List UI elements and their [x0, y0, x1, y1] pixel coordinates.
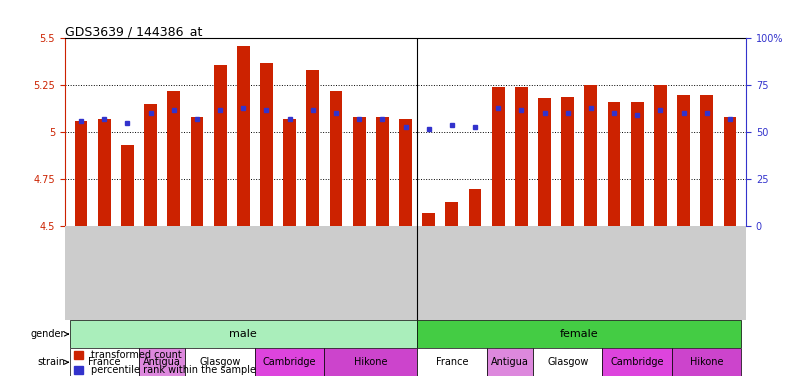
Text: Antigua: Antigua: [491, 357, 529, 367]
Bar: [701, 95, 713, 226]
Bar: [139, 348, 186, 376]
Bar: [214, 65, 226, 226]
Bar: [144, 104, 157, 226]
Bar: [307, 70, 320, 226]
Bar: [191, 117, 204, 226]
Bar: [121, 146, 134, 226]
Bar: [353, 117, 366, 226]
Bar: [237, 46, 250, 226]
Bar: [70, 320, 417, 348]
Bar: [631, 102, 644, 226]
Bar: [283, 119, 296, 226]
Text: gender: gender: [31, 329, 68, 339]
Bar: [417, 348, 487, 376]
Text: Cambridge: Cambridge: [263, 357, 316, 367]
Bar: [167, 91, 180, 226]
Text: Cambridge: Cambridge: [611, 357, 664, 367]
Bar: [186, 348, 255, 376]
Bar: [677, 95, 690, 226]
Bar: [469, 189, 482, 226]
Text: Hikone: Hikone: [354, 357, 388, 367]
Text: female: female: [560, 329, 599, 339]
Bar: [329, 91, 342, 226]
Bar: [376, 117, 388, 226]
Text: strain: strain: [37, 357, 68, 367]
Bar: [654, 85, 667, 226]
Bar: [491, 87, 504, 226]
Bar: [533, 348, 603, 376]
Bar: [324, 348, 417, 376]
Bar: [255, 348, 324, 376]
Text: France: France: [436, 357, 468, 367]
Bar: [723, 117, 736, 226]
Bar: [445, 202, 458, 226]
Bar: [585, 85, 597, 226]
Bar: [70, 348, 139, 376]
Bar: [423, 213, 435, 226]
Text: GDS3639 / 144386_at: GDS3639 / 144386_at: [65, 25, 202, 38]
Bar: [539, 98, 551, 226]
Bar: [515, 87, 528, 226]
Bar: [487, 348, 533, 376]
Bar: [603, 348, 672, 376]
Text: France: France: [88, 357, 121, 367]
Bar: [607, 102, 620, 226]
Bar: [561, 97, 574, 226]
Bar: [75, 121, 88, 226]
Text: male: male: [230, 329, 257, 339]
Bar: [672, 348, 741, 376]
Legend: transformed count, percentile rank within the sample: transformed count, percentile rank withi…: [70, 346, 260, 379]
Text: Glasgow: Glasgow: [200, 357, 241, 367]
Bar: [98, 119, 110, 226]
Text: Glasgow: Glasgow: [547, 357, 589, 367]
Bar: [260, 63, 272, 226]
Bar: [399, 119, 412, 226]
Text: Hikone: Hikone: [690, 357, 723, 367]
Bar: [417, 320, 741, 348]
Text: Antigua: Antigua: [144, 357, 181, 367]
